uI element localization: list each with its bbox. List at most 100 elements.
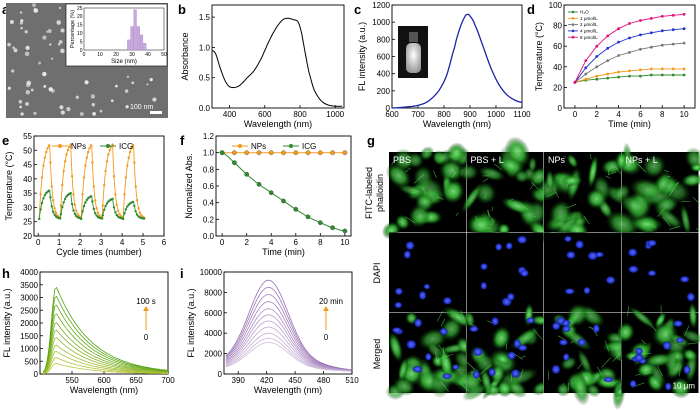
- data-point: [305, 150, 311, 156]
- icg-point: [133, 204, 136, 208]
- x-tick-label: 1000: [487, 110, 505, 119]
- nucleus: [562, 352, 570, 362]
- nps-point: [82, 176, 86, 179]
- x-tick-label: 1: [57, 238, 62, 247]
- nps-point: [70, 175, 74, 178]
- nucleus: [423, 283, 431, 290]
- nps-point: [108, 148, 112, 152]
- nucleus: [605, 275, 616, 285]
- icg-point: [94, 212, 97, 215]
- y-tick-label: 0.5: [199, 74, 211, 83]
- inset-x-tick: 0: [83, 52, 86, 58]
- x-tick-label: 600: [385, 110, 399, 119]
- tem-particle: [58, 40, 63, 44]
- nps-point: [127, 156, 130, 159]
- tem-particle: [91, 102, 96, 107]
- inset-y-tick: 25: [77, 6, 83, 12]
- y-tick-label: 2500: [20, 306, 38, 315]
- actin-cluster: [681, 173, 700, 188]
- nucleus: [468, 325, 480, 333]
- y-tick-label: 10000: [200, 268, 223, 277]
- actin-fiber: [400, 365, 405, 377]
- tem-particle: [24, 30, 28, 34]
- actin-fiber: [435, 352, 438, 363]
- icg-point: [62, 201, 65, 204]
- actin-fiber: [630, 353, 632, 361]
- actin-fiber: [601, 357, 611, 368]
- spectrum-line: [225, 286, 352, 371]
- nps-point: [76, 213, 79, 216]
- nucleus: [442, 296, 453, 305]
- actin-fiber: [460, 310, 465, 320]
- data-point: [617, 40, 620, 44]
- actin-fiber: [643, 372, 653, 375]
- icg-point: [104, 204, 107, 208]
- annotation-top: 100 s: [136, 297, 156, 306]
- tem-scale-bar: [150, 111, 162, 114]
- actin-cluster: [605, 210, 640, 239]
- x-tick-label: 6: [162, 238, 167, 247]
- tem-particle: [110, 99, 114, 103]
- data-point: [671, 28, 675, 32]
- tem-particle: [20, 19, 24, 23]
- y-tick-label: 0: [34, 370, 39, 379]
- inset-y-tick: 0: [80, 48, 83, 54]
- y-tick-label: 0: [558, 104, 563, 113]
- actin-cluster: [385, 162, 412, 189]
- data-point: [660, 29, 664, 33]
- actin-fiber: [529, 184, 534, 190]
- x-tick-label: 700: [161, 376, 175, 385]
- actin-fiber: [455, 212, 459, 216]
- micrograph-2-3: [616, 302, 700, 399]
- panel-letter-g: g: [367, 133, 375, 148]
- data-point: [595, 65, 599, 69]
- x-tick-label: 6: [294, 238, 299, 247]
- x-tick-label: 4: [120, 238, 125, 247]
- actin-fiber: [657, 207, 665, 217]
- actin-fiber: [635, 161, 646, 173]
- nps-point: [68, 145, 71, 148]
- nps-point: [66, 148, 70, 152]
- y-tick-label: 60: [553, 42, 562, 51]
- actin-fiber: [547, 370, 550, 381]
- inset-y-label: Percentage (%): [70, 10, 76, 48]
- nucleus: [565, 250, 577, 260]
- data-point: [606, 34, 610, 38]
- actin-cluster: [615, 150, 628, 171]
- actin-fiber: [563, 156, 567, 158]
- nucleus: [603, 376, 614, 383]
- nps-point: [52, 199, 55, 202]
- column-label-3: NPs + L: [626, 155, 658, 165]
- nucleus: [633, 353, 645, 363]
- data-point: [649, 31, 653, 35]
- nucleus: [551, 364, 561, 375]
- nps-point: [54, 211, 58, 214]
- absorbance-line: [211, 17, 343, 107]
- tem-particle: [149, 77, 153, 82]
- nucleus: [629, 379, 637, 389]
- y-tick-label: 0.8: [203, 165, 215, 174]
- y-tick-label: 4000: [20, 268, 38, 277]
- icg-point: [105, 202, 109, 205]
- nps-point: [138, 211, 142, 214]
- nucleus: [391, 326, 403, 334]
- nps-point: [133, 161, 136, 164]
- y-tick-label: 2000: [20, 319, 38, 328]
- actin-cluster: [491, 325, 512, 351]
- y-tick-label: 30: [23, 203, 32, 212]
- nucleus: [634, 347, 644, 356]
- data-point: [606, 72, 610, 76]
- series-line-1: [221, 152, 345, 232]
- row-label-fitc-line2: phalloidin: [375, 174, 385, 212]
- actin-cluster: [495, 155, 526, 176]
- nucleus: [439, 327, 449, 336]
- x-axis-label: Wavelength (nm): [423, 119, 491, 129]
- tem-particle: [59, 105, 64, 110]
- icg-point: [47, 189, 51, 192]
- actin-cluster: [616, 321, 635, 343]
- nucleus: [683, 364, 691, 375]
- legend-marker: [571, 29, 575, 33]
- nps-point: [124, 176, 128, 179]
- actin-fiber: [410, 191, 419, 194]
- nucleus: [491, 316, 500, 326]
